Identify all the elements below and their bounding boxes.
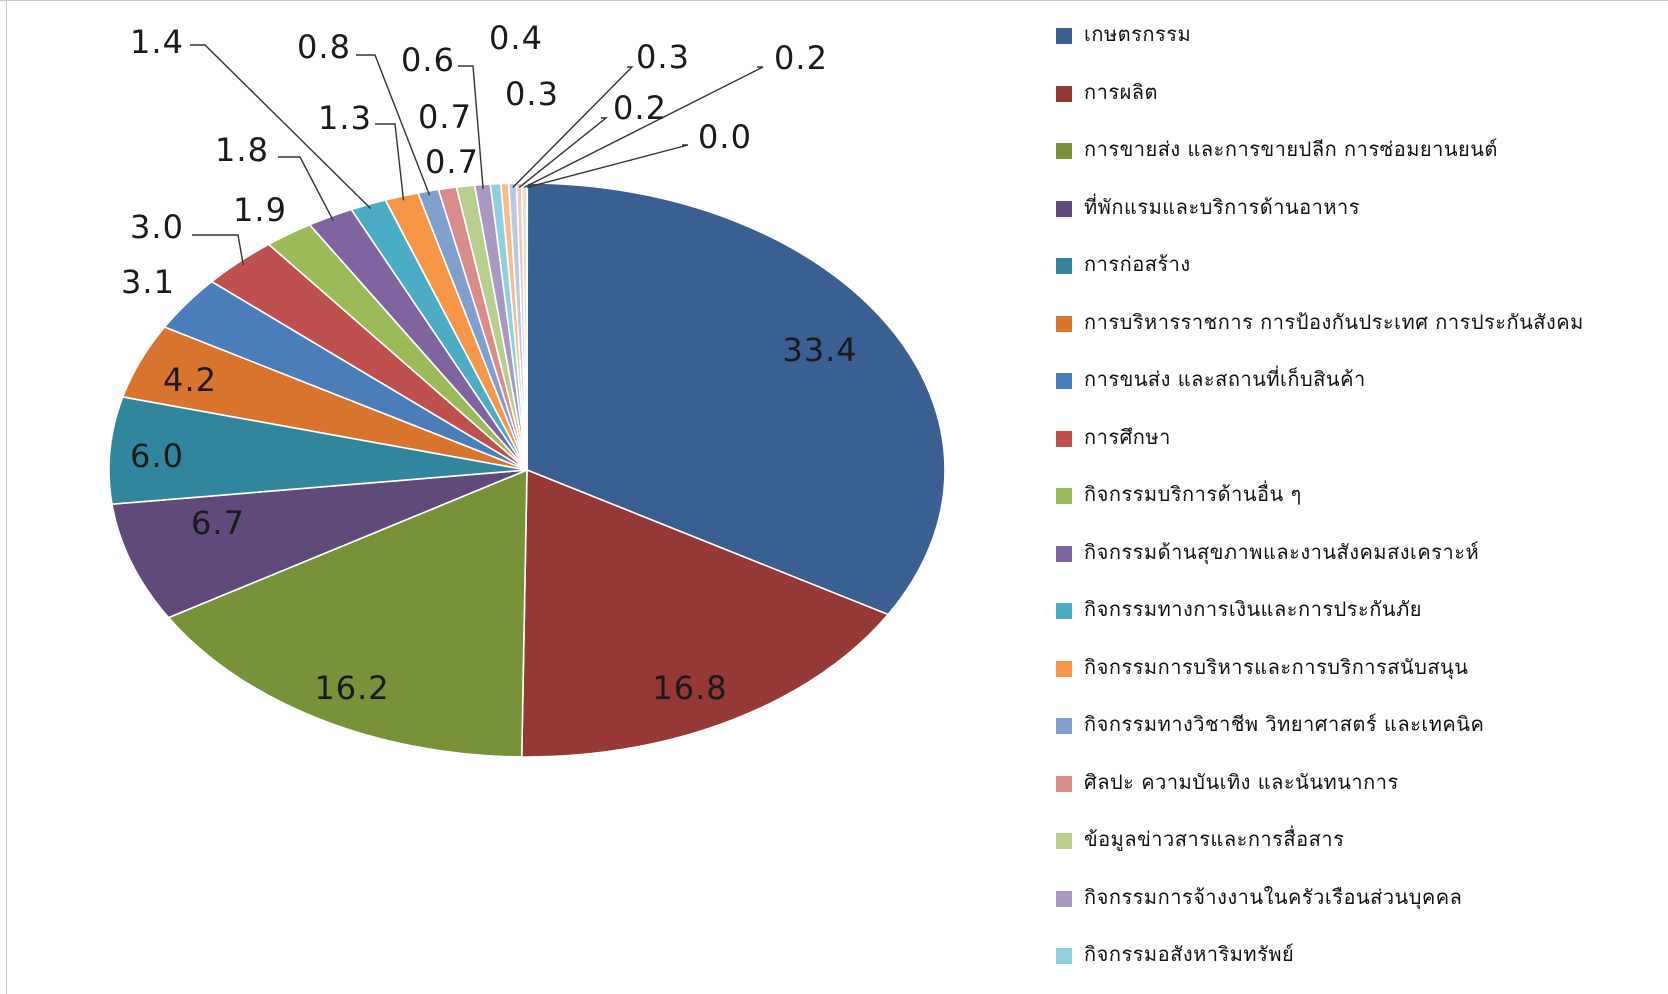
legend-swatch <box>1056 890 1072 907</box>
legend-item: การศึกษา <box>1050 417 1650 475</box>
legend-label: เกษตรกรรม <box>1084 22 1192 46</box>
legend-swatch <box>1056 488 1072 504</box>
data-label-7: 3.1 <box>121 263 175 301</box>
chart-border-left <box>6 0 7 994</box>
legend-label: ที่พักแรมและบริการด้านอาหาร <box>1084 194 1360 219</box>
legend-item: การบริหารราชการ การป้องกันประเทศ การประก… <box>1050 302 1650 360</box>
data-label-19: 0.3 <box>636 38 690 76</box>
legend-swatch <box>1056 833 1072 849</box>
legend-swatch <box>1056 85 1072 102</box>
legend-swatch <box>1056 775 1072 792</box>
pie-slice-2 <box>520 468 890 758</box>
data-label-16: 0.6 <box>401 41 455 79</box>
data-label-18: 0.3 <box>505 75 559 113</box>
leader-line-16 <box>458 65 484 189</box>
pie-slice-5 <box>108 395 528 506</box>
pie-slice-1 <box>526 182 946 616</box>
data-label-21: 0.2 <box>774 39 828 77</box>
legend-label: การผลิต <box>1084 79 1159 104</box>
leader-line-22 <box>527 144 689 188</box>
legend-label: ข้อมูลข่าวสารและการสื่อสาร <box>1084 827 1345 851</box>
data-label-8: 3.0 <box>130 208 184 246</box>
leader-line-19 <box>512 66 634 188</box>
data-labels: 33.4 16.8 16.2 6.76.0 4.2 3.1 3.0 1.9 1.8 1.4 1.3 0… <box>121 19 857 707</box>
legend-item: การขายส่ง และการขายปลีก การซ่อมยานยนต์ <box>1050 129 1650 187</box>
legend-item: กิจกรรมทางวิชาชีพ วิทยาศาสตร์ และเทคนิค <box>1050 704 1650 762</box>
data-label-17: 0.4 <box>489 19 543 57</box>
legend-item: กิจกรรมการบริหารและการบริการสนับสนุน <box>1050 647 1650 705</box>
legend-swatch <box>1056 373 1072 389</box>
pie-slice-4 <box>111 469 528 619</box>
legend-label: ศิลปะ ความบันเทิง และนันทนาการ <box>1084 769 1399 794</box>
legend-label: กิจกรรมด้านสุขภาพและงานสังคมสงเคราะห์ <box>1084 539 1480 564</box>
legend-item: กิจกรรมอสังหาริมทรัพย์ <box>1050 934 1650 992</box>
legend-item: การขนส่ง และสถานที่เก็บสินค้า <box>1050 359 1650 417</box>
legend-item: การก่อสร้าง <box>1050 244 1650 302</box>
data-label-13: 0.8 <box>297 28 351 66</box>
data-label-1: 33.4 <box>782 331 857 369</box>
legend-label: กิจกรรมบริการด้านอื่น ๆ <box>1084 482 1302 506</box>
legend-item: การผลิต <box>1050 72 1650 130</box>
legend-swatch <box>1056 603 1072 619</box>
legend-item: กิจกรรมบริการด้านอื่น ๆ <box>1050 474 1650 532</box>
leader-line-12 <box>375 123 405 201</box>
legend-swatch <box>1056 660 1072 677</box>
data-label-3: 16.2 <box>314 669 389 707</box>
data-label-2: 16.8 <box>652 669 727 707</box>
legend-label: กิจกรรมทางการเงินและการประกันภัย <box>1084 597 1422 621</box>
legend-swatch <box>1056 200 1072 217</box>
pie-slices <box>108 182 946 758</box>
data-label-9: 1.9 <box>233 191 287 229</box>
data-label-14: 0.7 <box>418 98 472 136</box>
data-label-20: 0.2 <box>613 89 667 127</box>
legend-label: การบริหารราชการ การป้องกันประเทศ การประก… <box>1084 309 1584 334</box>
data-label-5: 6.0 <box>130 437 184 475</box>
leader-line-20 <box>518 117 608 188</box>
data-label-15: 0.7 <box>425 143 479 181</box>
data-label-10: 1.8 <box>215 131 269 169</box>
legend-label: การก่อสร้าง <box>1084 252 1191 276</box>
data-label-22: 0.0 <box>698 118 752 156</box>
legend-item: กิจกรรมทางการเงินและการประกันภัย <box>1050 589 1650 647</box>
leader-line-8 <box>192 234 244 266</box>
legend-label: การขนส่ง และสถานที่เก็บสินค้า <box>1084 367 1366 391</box>
legend-label: การศึกษา <box>1084 424 1171 449</box>
legend-swatch <box>1056 28 1072 44</box>
legend-item: ที่พักแรมและบริการด้านอาหาร <box>1050 187 1650 245</box>
leader-line-13 <box>356 54 431 196</box>
leader-line-10 <box>278 156 334 221</box>
legend-swatch <box>1056 143 1072 159</box>
data-label-12: 1.3 <box>318 99 372 137</box>
legend-swatch <box>1056 948 1072 964</box>
legend-swatch <box>1056 430 1072 447</box>
legend-item: กิจกรรมการจ้างงานในครัวเรือนส่วนบุคคล <box>1050 877 1650 935</box>
data-label-11: 1.4 <box>130 23 184 61</box>
legend: เกษตรกรรมการผลิตการขายส่ง และการขายปลีก … <box>1050 14 1650 992</box>
legend-label: กิจกรรมทางวิชาชีพ วิทยาศาสตร์ และเทคนิค <box>1084 712 1485 736</box>
legend-item: เกษตรกรรม <box>1050 14 1650 72</box>
legend-label: กิจกรรมการบริหารและการบริการสนับสนุน <box>1084 654 1469 679</box>
legend-item: กิจกรรมด้านสุขภาพและงานสังคมสงเคราะห์ <box>1050 532 1650 590</box>
data-label-6: 4.2 <box>163 361 217 399</box>
legend-label: กิจกรรมการจ้างงานในครัวเรือนส่วนบุคคล <box>1084 884 1463 909</box>
legend-item: ศิลปะ ความบันเทิง และนันทนาการ <box>1050 762 1650 820</box>
legend-item: ข้อมูลข่าวสารและการสื่อสาร <box>1050 819 1650 877</box>
pie-slice-3 <box>167 468 528 758</box>
legend-swatch <box>1056 315 1072 332</box>
legend-label: การขายส่ง และการขายปลีก การซ่อมยานยนต์ <box>1084 137 1498 161</box>
chart-border-top <box>0 0 1668 1</box>
legend-swatch <box>1056 718 1072 734</box>
legend-swatch <box>1056 258 1072 274</box>
leader-line-11 <box>190 44 372 209</box>
leader-line-21 <box>524 66 764 188</box>
legend-swatch <box>1056 545 1072 562</box>
data-label-4: 6.7 <box>191 504 245 542</box>
legend-label: กิจกรรมอสังหาริมทรัพย์ <box>1084 942 1295 966</box>
